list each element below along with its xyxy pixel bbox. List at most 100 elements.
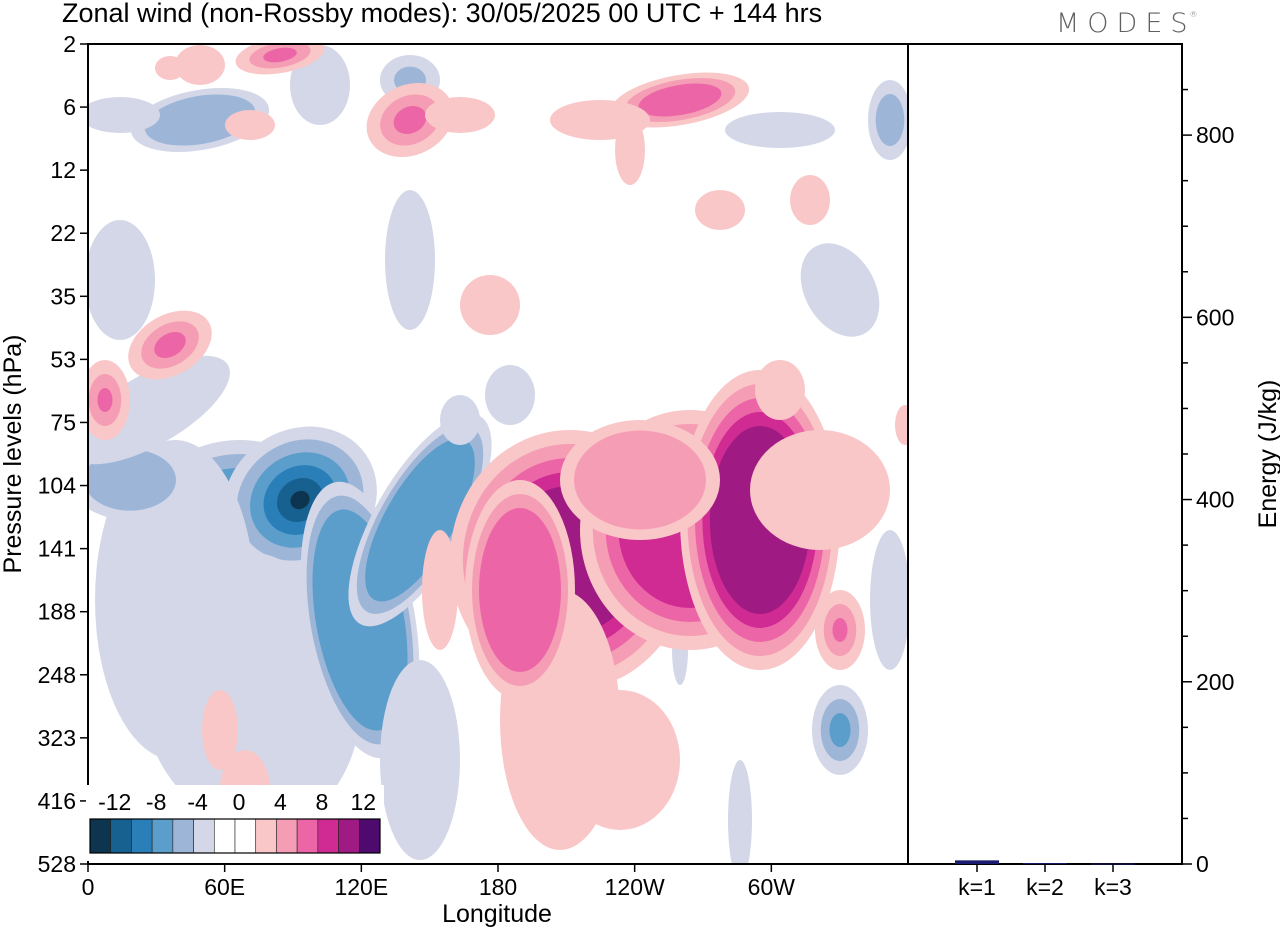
- colorbar-swatch: [213, 818, 236, 854]
- colorbar-frame: [89, 818, 381, 854]
- westerly-contour-band: [175, 45, 225, 85]
- colorbar-label: -4: [187, 789, 208, 815]
- colorbar-swatch: [276, 818, 298, 854]
- energy-bars: k=1 k=2 k=3: [955, 860, 1135, 900]
- energy-category-label: k=1: [958, 874, 996, 900]
- easterly-contour-band: [365, 438, 475, 602]
- westerly-contour-band: [422, 530, 458, 650]
- easterly-contour-band: [380, 660, 460, 860]
- westerly-contour-band: [155, 56, 185, 80]
- westerly-contour-band: [202, 690, 238, 770]
- y-axis-right: 0 200 400 600 800: [1182, 88, 1234, 877]
- colorbar-label: 0: [233, 789, 246, 815]
- easterly-contour-band: [440, 395, 480, 445]
- colorbar-swatch: [317, 818, 339, 854]
- y-tick-label: 104: [38, 473, 77, 499]
- x-tick-label: 60E: [204, 874, 245, 900]
- westerly-contour-band: [393, 106, 427, 134]
- westerly-contour-band: [755, 360, 805, 420]
- y-tick-label: 22: [50, 220, 76, 246]
- westerly-contour-band: [479, 508, 561, 672]
- colorbar-label: 8: [315, 789, 328, 815]
- y-tick-label: 53: [50, 346, 76, 372]
- energy-category-label: k=2: [1026, 874, 1064, 900]
- colorbar-swatch: [296, 818, 319, 854]
- easterly-contour-band: [829, 713, 851, 747]
- energy-bar: [1023, 863, 1067, 865]
- colorbar-label: 12: [350, 789, 376, 815]
- easterly-contour-band: [88, 97, 160, 133]
- colorbar-swatch: [234, 818, 257, 854]
- x-tick-label: 120E: [334, 874, 388, 900]
- energy-tick-label: 400: [1196, 487, 1234, 513]
- colorbar-label: 4: [274, 789, 287, 815]
- westerly-contour-band: [574, 430, 706, 530]
- x-tick-label: 180: [479, 874, 517, 900]
- energy-tick-label: 600: [1196, 304, 1234, 330]
- colorbar-legend: -12 -8 -4 0 4 8 12: [86, 785, 384, 861]
- colorbar-label: -8: [146, 789, 166, 815]
- chart-title: Zonal wind (non-Rossby modes): 30/05/202…: [62, 0, 823, 28]
- y-tick-label: 35: [50, 283, 76, 309]
- easterly-contour-band: [385, 190, 435, 330]
- westerly-contour-band: [790, 175, 830, 225]
- y-tick-label: 248: [38, 662, 76, 688]
- westerly-contour-band: [832, 618, 848, 642]
- energy-tick-label: 200: [1196, 669, 1234, 695]
- westerly-contour-band: [425, 97, 495, 133]
- energy-tick-label: 800: [1196, 122, 1234, 148]
- westerly-contour-band: [97, 388, 113, 412]
- y-tick-label: 528: [38, 851, 76, 877]
- easterly-contour-band: [88, 449, 176, 511]
- y-tick-label: 416: [38, 788, 76, 814]
- easterly-contour-band: [88, 220, 155, 340]
- y-tick-label: 2: [63, 31, 76, 57]
- easterly-contour-band: [725, 112, 835, 148]
- x-tick-label: 0: [82, 874, 95, 900]
- westerly-contour-band: [695, 190, 745, 230]
- wind-contour-field: [88, 44, 908, 864]
- westerly-contour-band: [615, 115, 645, 185]
- easterly-contour-band: [144, 94, 256, 146]
- colorbar-swatch: [151, 818, 174, 854]
- y-axis-title: Pressure levels (hPa): [0, 335, 27, 574]
- westerly-contour-band: [750, 430, 890, 550]
- colorbar-swatch: [89, 818, 112, 854]
- westerly-contour-band: [560, 690, 680, 830]
- easterly-contour-band: [875, 94, 905, 146]
- y-tick-label: 188: [38, 599, 76, 625]
- colorbar-swatch: [338, 818, 360, 854]
- colorbar-label: -12: [98, 789, 131, 815]
- x-axis-title: Longitude: [442, 900, 552, 928]
- x-tick-label: 120W: [605, 874, 665, 900]
- easterly-contour-band: [800, 243, 880, 337]
- energy-category-label: k=3: [1094, 874, 1132, 900]
- brand-logo: MODES®: [1056, 8, 1198, 39]
- colorbar-swatch: [172, 818, 194, 854]
- energy-bar: [955, 860, 999, 864]
- easterly-contour-band: [870, 530, 908, 670]
- easterly-contour-band: [290, 490, 310, 510]
- westerly-contour-band: [460, 275, 520, 335]
- y-tick-label: 12: [50, 157, 76, 183]
- westerly-contour-band: [638, 83, 722, 117]
- colorbar-swatch: [255, 818, 277, 854]
- x-tick-label: 60W: [748, 874, 796, 900]
- energy-tick-label: 0: [1196, 851, 1209, 877]
- energy-plot-frame: [907, 43, 1183, 865]
- easterly-contour-band: [728, 760, 752, 864]
- y-tick-label: 75: [50, 409, 76, 435]
- westerly-contour-band: [154, 332, 186, 358]
- x-axis: 0 60E 120E 180 120W 60W: [82, 864, 796, 900]
- y-axis-left: 2 6 12 22 35 53 75 104 141 188 248 323 416 528: [38, 31, 88, 877]
- easterly-contour-band: [485, 365, 535, 425]
- y-tick-label: 6: [63, 94, 76, 120]
- colorbar-swatch: [193, 818, 215, 854]
- colorbar-swatch: [358, 818, 381, 854]
- colorbar-swatch: [131, 818, 153, 854]
- y-tick-label: 141: [38, 536, 76, 562]
- westerly-contour-band: [263, 47, 297, 63]
- y-tick-label: 323: [38, 725, 76, 751]
- westerly-contour-band: [225, 110, 275, 140]
